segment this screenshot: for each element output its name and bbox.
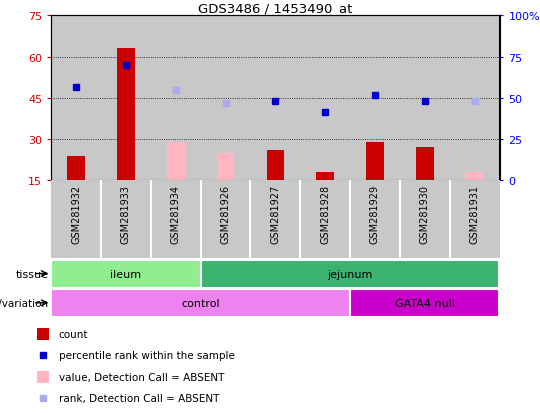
Text: GSM281929: GSM281929 [370,185,380,244]
Bar [51,181,101,259]
Bar [300,181,350,259]
Text: tissue: tissue [16,269,49,279]
Text: GSM281926: GSM281926 [221,185,231,244]
Title: GDS3486 / 1453490_at: GDS3486 / 1453490_at [198,2,353,15]
Text: GSM281932: GSM281932 [71,185,81,244]
Bar [217,154,234,181]
Bar [167,142,185,181]
Bar [51,289,350,317]
Bar [37,328,49,340]
Bar [201,16,251,181]
Bar [366,142,384,181]
Text: GSM281931: GSM281931 [470,185,480,244]
Bar [151,16,201,181]
Text: genotype/variation: genotype/variation [0,298,49,308]
Text: count: count [59,329,88,339]
Bar [466,173,483,181]
Text: control: control [181,298,220,308]
Text: GSM281933: GSM281933 [121,185,131,244]
Text: GSM281930: GSM281930 [420,185,430,244]
Bar [68,156,85,181]
Text: value, Detection Call = ABSENT: value, Detection Call = ABSENT [59,372,224,382]
Bar [151,181,201,259]
Bar [251,16,300,181]
Bar [201,260,500,288]
Bar [350,16,400,181]
Bar [350,181,400,259]
Bar [267,151,284,181]
Text: rank, Detection Call = ABSENT: rank, Detection Call = ABSENT [59,393,219,403]
Bar [416,148,434,181]
Bar [51,260,201,288]
Text: GSM281928: GSM281928 [320,185,330,244]
Bar [400,16,450,181]
Bar [450,16,500,181]
Bar [101,16,151,181]
Bar [400,181,450,259]
Text: GSM281934: GSM281934 [171,185,181,244]
Bar [37,371,49,383]
Bar [350,289,500,317]
Bar [117,49,134,181]
Bar [316,173,334,181]
Text: ileum: ileum [111,269,141,279]
Bar [51,16,101,181]
Text: GSM281927: GSM281927 [271,185,280,244]
Text: percentile rank within the sample: percentile rank within the sample [59,350,234,360]
Text: GATA4 null: GATA4 null [395,298,455,308]
Bar [300,16,350,181]
Bar [201,181,251,259]
Bar [450,181,500,259]
Bar [251,181,300,259]
Text: jejunum: jejunum [327,269,373,279]
Bar [101,181,151,259]
